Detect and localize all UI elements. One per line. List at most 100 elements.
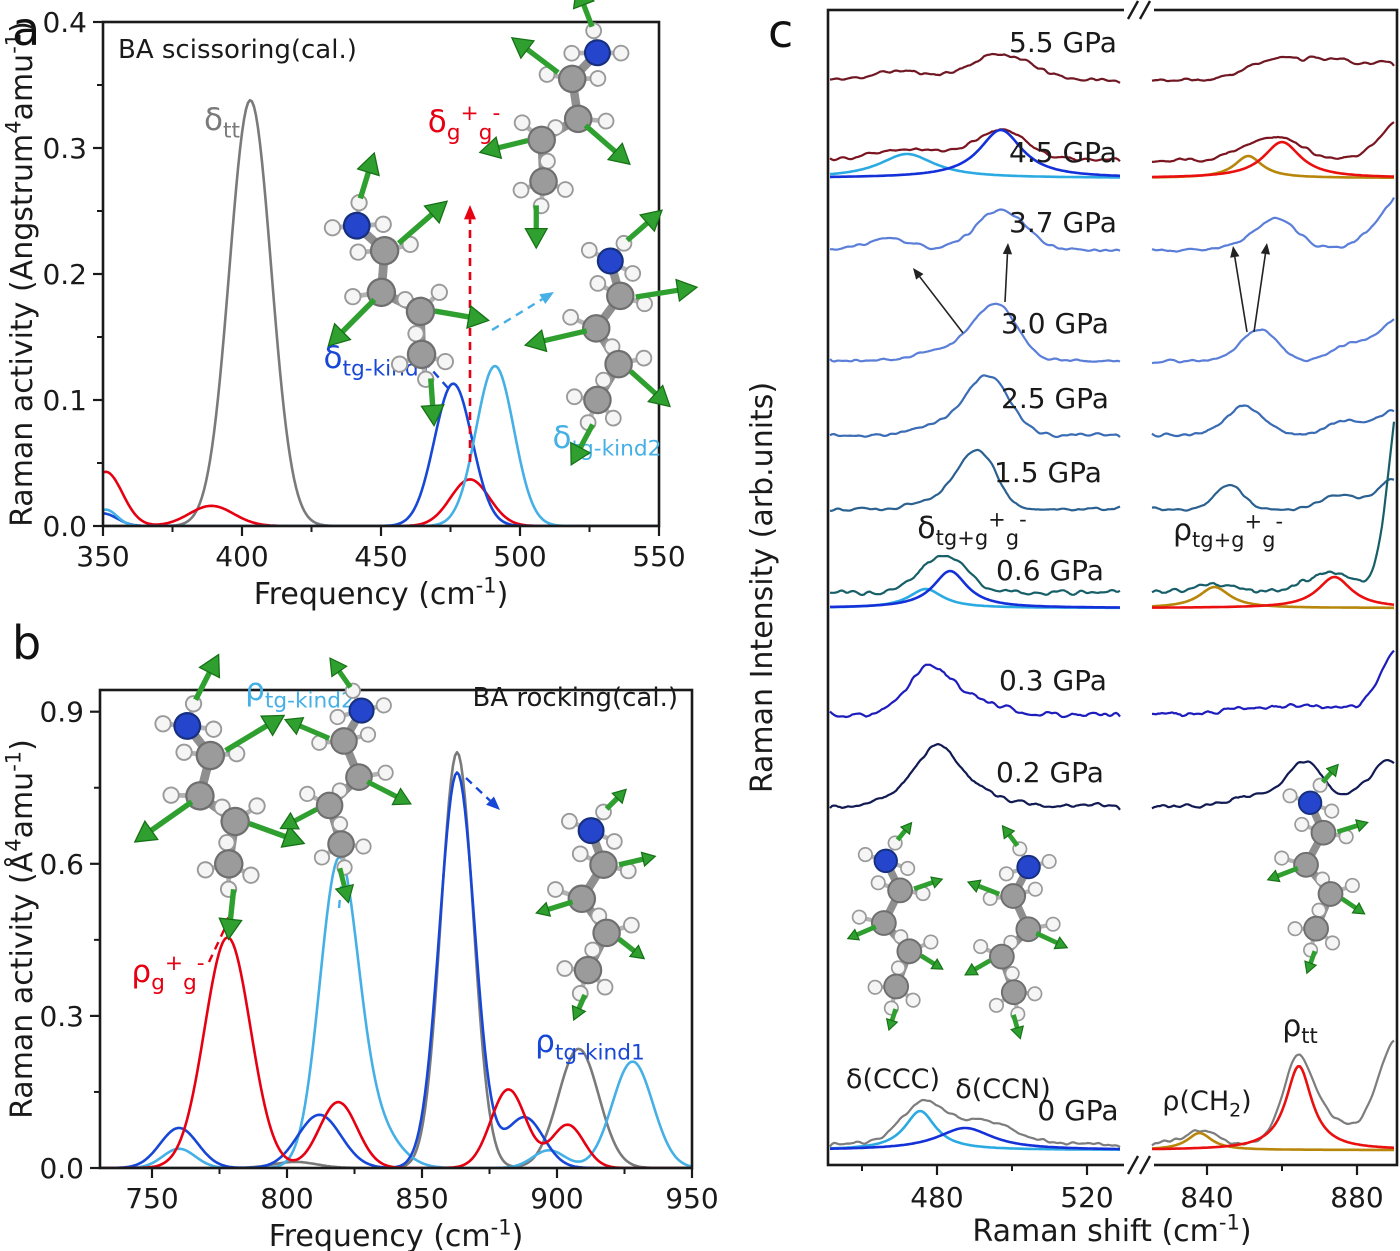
displacement-arrow-head	[283, 716, 305, 736]
displacement-arrow-head	[523, 329, 548, 353]
spectrum-0.2GPa-right	[1151, 759, 1395, 810]
hydrogen-atom	[624, 265, 642, 282]
panel-a-chart-curves	[104, 98, 658, 525]
x-tick-label: 880	[1330, 1181, 1383, 1214]
spectrum-5.5GPa-right	[1151, 55, 1395, 83]
carbon-atom	[583, 385, 612, 415]
displacement-arrow	[583, 123, 617, 154]
x-tick-label: 480	[910, 1181, 963, 1214]
molecule-inset	[964, 824, 1069, 1040]
y-tick-label: 0.6	[39, 848, 84, 881]
arrow-head	[1002, 243, 1013, 255]
displacement-arrow-head	[259, 714, 286, 737]
axis-break-mark	[1138, 0, 1152, 20]
hydrogen-atom	[1324, 803, 1340, 819]
displacement-arrow-head	[628, 944, 646, 960]
spectrum-4.5GPa-left	[829, 128, 1121, 163]
hydrogen-atom	[1311, 902, 1327, 918]
hydrogen-atom	[905, 992, 921, 1008]
hydrogen-atom	[562, 308, 579, 326]
displacement-arrow	[1320, 770, 1333, 784]
carbon-atom	[369, 236, 400, 266]
peak-label: δtg-kind2	[553, 420, 662, 461]
displacement-arrow	[543, 328, 588, 344]
fit-curve-9-0	[829, 1109, 1120, 1151]
hydrogen-atom	[900, 860, 916, 876]
hydrogen-atom	[1294, 816, 1310, 832]
displacement-arrow-head	[647, 384, 671, 408]
displacement-arrow-head	[198, 653, 221, 679]
displacement-arrow	[337, 867, 347, 888]
axis-break-mark	[1126, 1155, 1140, 1175]
displacement-arrow-head	[1010, 1025, 1024, 1040]
displacement-arrow	[248, 821, 287, 840]
nitrogen-atom	[583, 39, 611, 67]
panel-c-frame	[826, 8, 1399, 1167]
x-tick-label: 500	[493, 540, 546, 573]
panel-a-chart: 350 400 450 500 550 0.0 0.1 0.2 0.3 0.4 Frequency …	[2, 6, 686, 612]
x-tick-label: 800	[260, 1182, 313, 1215]
panel-c-chart: 480 520 840 880 Raman shift (cm-1) Raman Inte…	[745, 0, 1399, 1249]
displacement-arrow	[224, 723, 269, 753]
hydrogen-atom	[377, 764, 394, 781]
carbon-atom	[529, 167, 558, 196]
panel-letter-c: c	[768, 4, 794, 58]
panel-letter-a: a	[12, 2, 41, 56]
annotation-arrow	[491, 298, 543, 332]
arrow-head	[1260, 243, 1271, 255]
displacement-arrow-head	[899, 821, 913, 836]
axis-break-mark	[1138, 1155, 1152, 1175]
peak-label: δtt	[204, 102, 240, 143]
series-rho-gray-curve	[101, 751, 691, 1167]
hydrogen-atom	[1324, 935, 1341, 951]
carbon-atom	[1317, 881, 1344, 907]
displacement-arrow	[149, 799, 194, 833]
panel-a-chart-y-axis-title: Raman activity (Angstrum4amu-1)	[2, 21, 40, 527]
hydrogen-atom	[605, 833, 623, 850]
nitrogen-atom	[1016, 854, 1041, 880]
displacement-arrow	[1011, 1014, 1020, 1029]
hydrogen-atom	[597, 112, 615, 130]
displacement-arrow	[973, 958, 992, 972]
spectrum-0.3GPa-right	[1151, 649, 1395, 718]
displacement-arrow-head	[1304, 960, 1318, 975]
hydrogen-atom	[870, 875, 886, 891]
nitrogen-atom	[596, 247, 624, 275]
carbon-atom	[1000, 883, 1027, 909]
hydrogen-atom	[184, 695, 203, 713]
arrow-head	[913, 268, 924, 280]
displacement-arrow-head	[535, 901, 552, 917]
displacement-arrow-head	[1351, 901, 1366, 915]
fit-curve-9-2	[1151, 1131, 1394, 1152]
hydrogen-atom	[430, 283, 448, 301]
pressure-label: 4.5 GPa	[1009, 136, 1117, 169]
peak-label: ρtt	[1282, 1009, 1318, 1048]
spectrum-0.6GPa-left	[829, 554, 1121, 597]
carbon-atom	[581, 314, 611, 343]
displacement-arrow	[895, 829, 908, 842]
displacement-arrow	[434, 308, 470, 320]
peak-label: δ(CCC)	[846, 1064, 940, 1095]
spectrum-1.5GPa-right	[1151, 478, 1395, 512]
x-tick-label: 900	[530, 1182, 583, 1215]
displacement-arrow	[581, 3, 595, 28]
hydrogen-atom	[867, 979, 883, 995]
panel-b-chart-title: BA rocking(cal.)	[473, 683, 678, 713]
axis-break-mark	[1126, 0, 1140, 20]
spectrum-5.5GPa-left	[829, 52, 1121, 84]
carbon-atom	[606, 281, 635, 311]
hydrogen-atom	[355, 838, 372, 855]
pressure-label: 0.2 GPa	[996, 756, 1104, 789]
arrow-head	[539, 292, 554, 305]
fit-curve-9-3	[1152, 1065, 1395, 1151]
pressure-label: 0.6 GPa	[996, 554, 1104, 587]
carbon-atom	[220, 806, 250, 837]
displacement-arrow	[357, 171, 371, 200]
displacement-arrow	[856, 924, 877, 937]
displacement-arrow-head	[280, 824, 306, 848]
hydrogen-atom	[154, 715, 172, 733]
peak-label: ρ(CH2)	[1162, 1086, 1251, 1121]
carbon-atom	[406, 339, 437, 370]
x-tick-label: 750	[125, 1182, 178, 1215]
